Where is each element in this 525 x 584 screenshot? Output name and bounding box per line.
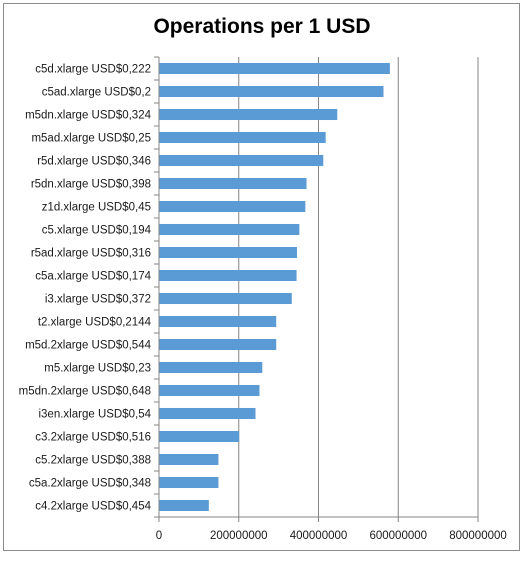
category-label: c5ad.xlarge USD$0,2 (42, 87, 151, 99)
category-label: r5ad.xlarge USD$0,316 (31, 248, 151, 260)
category-label: c3.2xlarge USD$0,516 (35, 432, 151, 444)
category-label: r5dn.xlarge USD$0,398 (31, 179, 151, 191)
x-tick-labels: 0 200000000 400000000 600000000 800000000 (156, 530, 507, 542)
bar (159, 361, 263, 374)
bar (159, 177, 307, 190)
bar (159, 62, 390, 75)
bar (159, 223, 300, 236)
bar (159, 384, 260, 397)
x-tick-label: 800000000 (449, 530, 507, 542)
category-labels: c5d.xlarge USD$0,222 c5ad.xlarge USD$0,2 m… (19, 64, 152, 513)
gridlines (238, 57, 479, 517)
bar (159, 200, 306, 213)
bar (159, 246, 297, 259)
bar (159, 338, 277, 351)
bar (159, 269, 297, 282)
bar (159, 407, 256, 420)
bar (159, 292, 292, 305)
category-label: c5.xlarge USD$0,194 (42, 225, 152, 237)
bar (159, 315, 277, 328)
category-label: c5a.2xlarge USD$0,348 (29, 478, 151, 490)
category-label: m5dn.xlarge USD$0,324 (25, 110, 152, 122)
category-label: m5ad.xlarge USD$0,25 (31, 133, 151, 145)
axes (154, 56, 479, 522)
bar (159, 108, 338, 121)
bar (159, 476, 219, 489)
bar (159, 131, 326, 144)
chart-title: Operations per 1 USD (153, 15, 370, 38)
category-label: c5.2xlarge USD$0,388 (35, 455, 151, 467)
category-label: i3en.xlarge USD$0,54 (38, 409, 151, 421)
x-tick-label: 200000000 (210, 530, 268, 542)
category-label: c5d.xlarge USD$0,222 (35, 64, 151, 76)
bars (159, 62, 390, 512)
category-label: z1d.xlarge USD$0,45 (42, 202, 151, 214)
bar (159, 453, 219, 466)
category-label: m5d.2xlarge USD$0,544 (25, 340, 152, 352)
category-label: c4.2xlarge USD$0,454 (35, 501, 151, 513)
category-label: c5a.xlarge USD$0,174 (35, 271, 151, 283)
bar (159, 85, 384, 98)
bar (159, 430, 240, 443)
category-label: m5.xlarge USD$0,23 (44, 363, 151, 375)
bar (159, 154, 324, 167)
category-label: m5dn.2xlarge USD$0,648 (19, 386, 151, 398)
category-label: r5d.xlarge USD$0,346 (37, 156, 151, 168)
x-tick-label: 600000000 (369, 530, 427, 542)
x-tick-label: 400000000 (290, 530, 348, 542)
bar (159, 499, 209, 512)
category-label: t2.xlarge USD$0,2144 (38, 317, 152, 329)
category-label: i3.xlarge USD$0,372 (45, 294, 151, 306)
x-tick-label: 0 (156, 530, 162, 542)
